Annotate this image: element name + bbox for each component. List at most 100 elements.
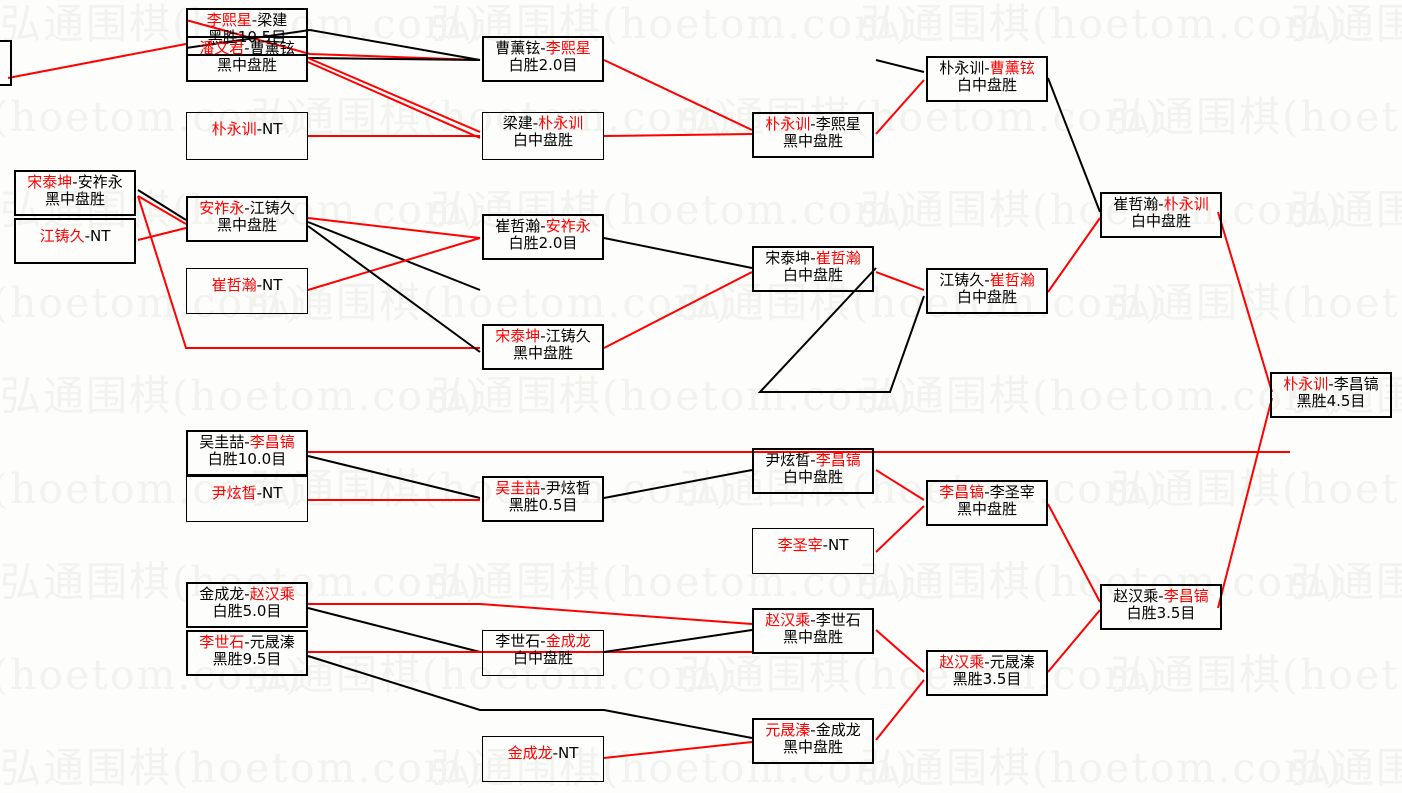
separator: - — [810, 451, 816, 469]
match-node-won-kim[interactable]: 元晟溱-金成龙 黑中盘胜 — [752, 718, 874, 764]
match-result: 白胜2.0目 — [508, 233, 578, 252]
match-node-jiang-choi[interactable]: 江铸久-崔哲瀚 白中盘胜 — [926, 268, 1048, 314]
match-node-leess-kim[interactable]: 李世石-金成龙 白中盘胜 — [482, 630, 604, 676]
separator: - — [984, 271, 990, 289]
player-winner: 金成龙 — [545, 632, 591, 650]
separator: - — [244, 39, 250, 57]
player-loser: 江铸久 — [249, 199, 295, 217]
separator: - — [244, 585, 250, 603]
match-result: 黑中盘胜 — [782, 627, 843, 646]
match-node-park-cao[interactable]: 朴永训-曹薰铉 白中盘胜 — [926, 56, 1048, 102]
player-loser: 梁建 — [502, 114, 533, 132]
player-loser: 江铸久 — [545, 327, 591, 345]
match-result: 黑中盘胜 — [782, 131, 843, 150]
match-result: 黑中盘胜 — [216, 215, 277, 234]
match-node-kim-cho[interactable]: 金成龙-赵汉乘 白胜5.0目 — [186, 582, 308, 628]
match-result: 黑胜0.5目 — [508, 495, 578, 514]
player-loser: 尹炫晳 — [545, 479, 591, 497]
match-node-wu-lee[interactable]: 吴圭喆-李昌镐 白胜10.0目 — [186, 430, 308, 476]
match-node-final[interactable]: 朴永训-李昌镐 黑胜4.5目 — [1270, 372, 1392, 418]
player-winner: 朴永训 — [538, 114, 584, 132]
match-node-choi-an[interactable]: 崔哲瀚-安祚永 白胜2.0目 — [482, 214, 604, 260]
match-node-lee-leesj[interactable]: 李昌镐-李圣宰 黑中盘胜 — [926, 480, 1048, 526]
player-loser: 崔哲瀚 — [495, 217, 541, 235]
player-winner: 安祚永 — [199, 199, 245, 217]
player-winner: 朴永训 — [1283, 375, 1329, 393]
match-result: 黑胜3.5目 — [952, 669, 1022, 688]
match-result: 白中盘胜 — [512, 130, 573, 149]
player-loser: 李世石 — [815, 611, 861, 629]
match-node-leess-won[interactable]: 李世石-元晟溱 黑胜9.5目 — [186, 630, 308, 676]
separator: - — [540, 632, 546, 650]
player-winner: 宋泰坤 — [495, 327, 541, 345]
match-result: 白胜10.0目 — [207, 449, 287, 468]
match-node-song-choi[interactable]: 宋泰坤-崔哲瀚 白中盘胜 — [752, 246, 874, 292]
match-node-park-lee[interactable]: 朴永训-李熙星 黑中盘胜 — [752, 112, 874, 158]
match-node-cho-won[interactable]: 赵汉乘-元晟溱 黑胜3.5目 — [926, 650, 1048, 696]
player-loser: 梁建 — [257, 11, 288, 29]
match-result: 白中盘胜 — [956, 75, 1017, 94]
match-result: 黑中盘胜 — [512, 343, 573, 362]
match-node-choi-park[interactable]: 崔哲瀚-朴永训 白中盘胜 — [1100, 192, 1222, 238]
separator: - — [256, 120, 263, 138]
match-node-leesj-bye[interactable]: 李圣宰-NT — [752, 528, 874, 574]
match-node-wu-yun[interactable]: 吴圭喆-尹炫晳 黑胜0.5目 — [482, 476, 604, 522]
player-winner: 李昌镐 — [939, 483, 985, 501]
player-winner: 金成龙 — [507, 744, 553, 762]
match-node-liang-park[interactable]: 梁建-朴永训 白中盘胜 — [482, 112, 604, 160]
player-winner: 李圣宰 — [777, 536, 823, 554]
player-winner: 朴永训 — [211, 120, 257, 138]
match-node-yun-bye[interactable]: 尹炫晳-NT — [186, 476, 308, 522]
match-node-park-bye[interactable]: 朴永训-NT — [186, 112, 308, 160]
player-loser: 金成龙 — [815, 721, 861, 739]
separator: - — [540, 217, 546, 235]
player-winner: 李世石 — [199, 633, 245, 651]
match-node-cho-lee[interactable]: 赵汉乘-李昌镐 白胜3.5目 — [1100, 584, 1222, 630]
match-node-cut-left[interactable] — [0, 40, 12, 86]
player-winner: 赵汉乘 — [939, 653, 985, 671]
player-winner: 吴圭喆 — [495, 479, 541, 497]
player-winner: 崔哲瀚 — [211, 276, 257, 294]
separator: - — [244, 633, 250, 651]
match-node-an-jiang[interactable]: 安祚永-江铸久 黑中盘胜 — [186, 196, 308, 242]
separator: - — [540, 39, 546, 57]
match-result: 黑胜9.5目 — [212, 649, 282, 668]
player-winner: 朴永训 — [765, 115, 811, 133]
separator: - — [822, 536, 829, 554]
match-node-cho-leess[interactable]: 赵汉乘-李世石 黑中盘胜 — [752, 608, 874, 654]
bye-label: NT — [262, 120, 283, 138]
match-result: 白中盘胜 — [782, 467, 843, 486]
player-winner: 崔哲瀚 — [989, 271, 1035, 289]
separator: - — [1158, 195, 1164, 213]
player-loser: 宋泰坤 — [765, 249, 811, 267]
separator: - — [810, 249, 816, 267]
player-winner: 元晟溱 — [765, 721, 811, 739]
separator: - — [810, 611, 816, 629]
match-node-yun-lee[interactable]: 尹炫晳-李昌镐 白中盘胜 — [752, 448, 874, 494]
separator: - — [984, 59, 990, 77]
player-loser: 李昌镐 — [1333, 375, 1379, 393]
match-node-choi-bye[interactable]: 崔哲瀚-NT — [186, 268, 308, 314]
bye-label: NT — [262, 484, 283, 502]
match-node-pan-cao[interactable]: 潘文君-曹薰铉 黑中盘胜 — [186, 36, 308, 82]
player-loser: 李世石 — [495, 632, 541, 650]
match-result: 黑中盘胜 — [44, 189, 105, 208]
match-result: 黑中盘胜 — [956, 499, 1017, 518]
match-node-kim-bye[interactable]: 金成龙-NT — [482, 736, 604, 782]
separator: - — [256, 276, 263, 294]
player-winner: 曹薰铉 — [989, 59, 1035, 77]
separator: - — [810, 721, 816, 739]
match-result: 白胜2.0目 — [508, 55, 578, 74]
player-loser: 李熙星 — [815, 115, 861, 133]
match-node-cao-lee[interactable]: 曹薰铉-李熙星 白胜2.0目 — [482, 36, 604, 82]
match-node-jiang-bye[interactable]: 江铸久-NT — [14, 218, 136, 264]
player-loser: 赵汉乘 — [1113, 587, 1159, 605]
player-loser: 元晟溱 — [249, 633, 295, 651]
player-loser: 江铸久 — [939, 271, 985, 289]
match-node-song-jiang[interactable]: 宋泰坤-江铸久 黑中盘胜 — [482, 324, 604, 370]
player-loser: 尹炫晳 — [765, 451, 811, 469]
match-node-lee-liangjian[interactable]: 李熙星-梁建 黑胜10.5目 — [186, 8, 308, 56]
match-node-song-an[interactable]: 宋泰坤-安祚永 黑中盘胜 — [14, 170, 136, 216]
